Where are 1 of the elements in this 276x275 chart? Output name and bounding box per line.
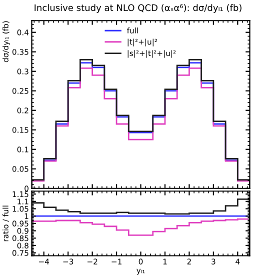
chart-title: Inclusive study at NLO QCD (αₛα⁶): dσ/dyₗ₁ (fb): [34, 4, 242, 13]
